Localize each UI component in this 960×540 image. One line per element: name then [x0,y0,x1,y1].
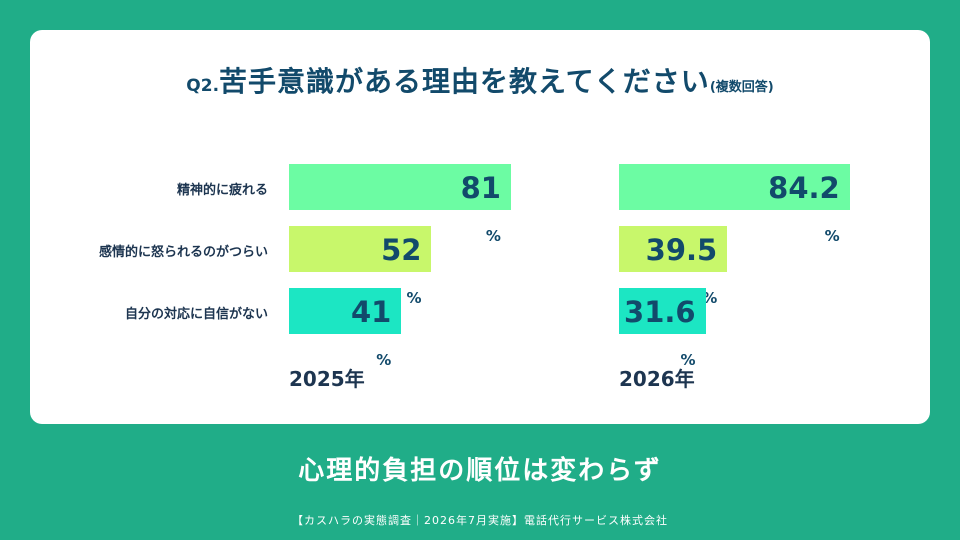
data-label-value: 41 [350,295,392,329]
bar [289,164,511,210]
data-label: 81% [289,164,501,245]
series-year-label: 2026年 [619,367,695,391]
chart-title: Q2.苦手意識がある理由を教えてください(複数回答) [0,60,960,100]
source-footer: 【カスハラの実態調査｜2026年7月実施】電話代行サービス株式会社 [292,514,668,527]
series-year-label: 2025年 [289,367,365,391]
data-label-unit: % [485,227,501,245]
data-label-value: 39.5 [645,233,718,267]
bar [289,226,432,272]
data-label-unit: % [702,289,718,307]
data-label: 52% [289,226,422,307]
data-label-value: 81 [460,171,501,205]
data-label-value: 52 [381,233,422,267]
bar [289,288,402,334]
data-label-unit: % [824,227,840,245]
category-label: 自分の対応に自信がない [124,307,268,322]
data-label: 31.6% [619,288,696,369]
data-label-value: 31.6 [624,295,696,329]
question-text: 苦手意識がある理由を教えてください [219,65,710,98]
data-label: 39.5% [619,226,718,307]
category-label: 感情的に怒られるのがつらい [98,245,268,260]
data-label-value: 84.2 [768,171,840,205]
bar [619,164,850,210]
data-label-unit: % [680,351,696,369]
conclusion-text: 心理的負担の順位は変わらず [298,456,662,486]
question-note: (複数回答) [709,80,774,95]
data-label-unit: % [406,289,422,307]
data-label-unit: % [376,351,392,369]
data-label: 84.2% [619,164,840,245]
bar [619,288,706,334]
data-label: 41% [289,288,392,369]
category-label: 精神的に疲れる [176,183,268,198]
chart-card [30,30,930,424]
bar [619,226,728,272]
question-number: Q2. [186,76,220,96]
